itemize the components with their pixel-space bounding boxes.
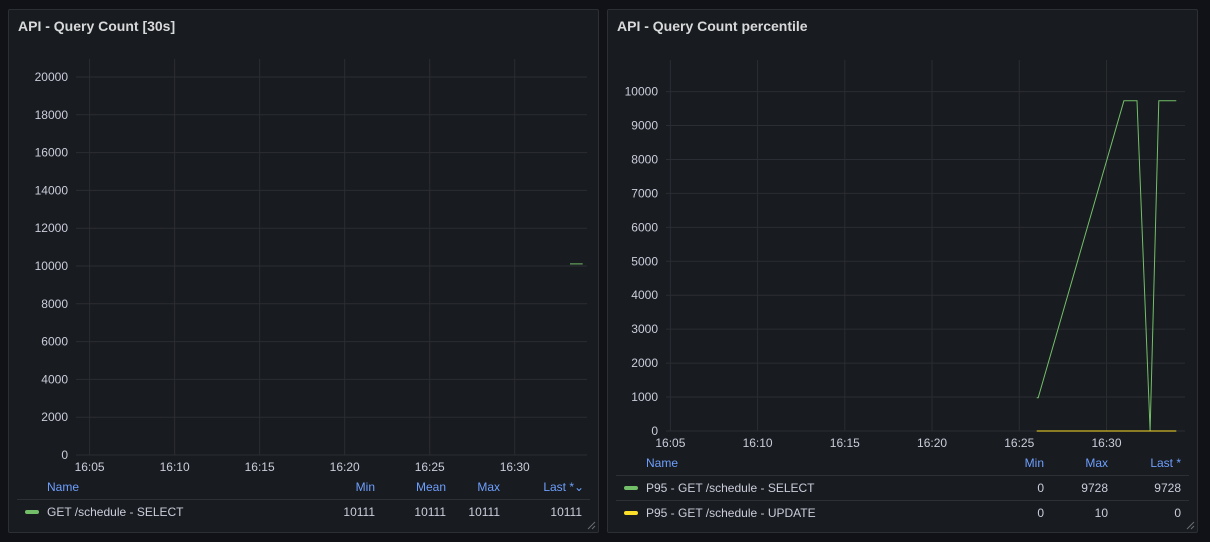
legend-header-mean[interactable]: Mean [415, 480, 446, 494]
query-percentile-chart[interactable]: 0 1000 2000 3000 4000 5000 6000 7000 8000 9000 100… [608, 10, 1199, 455]
y-tick-label: 4000 [41, 372, 68, 386]
query-count-panel[interactable]: API - Query Count [30s] 0 2000 4000 6000 800… [8, 9, 599, 533]
legend-max-value: 10111 [468, 505, 500, 519]
legend-min-value: 0 [1037, 506, 1044, 520]
x-tick-label: 16:05 [75, 460, 105, 474]
x-tick-label: 16:30 [500, 460, 530, 474]
series-color-swatch [25, 510, 39, 514]
x-tick-label: 16:20 [917, 436, 947, 450]
legend-max-value: 9728 [1081, 481, 1108, 495]
x-tick-label: 16:05 [655, 436, 685, 450]
y-tick-label: 9000 [631, 119, 658, 133]
legend-row[interactable]: GET /schedule - SELECT 10111 10111 10111… [17, 499, 590, 524]
y-tick-label: 12000 [35, 221, 69, 235]
y-tick-label: 18000 [35, 108, 69, 122]
resize-handle-icon[interactable] [1186, 521, 1195, 530]
legend-header-max[interactable]: Max [477, 480, 500, 494]
legend-min-value: 10111 [343, 505, 375, 519]
x-tick-label: 16:25 [415, 460, 445, 474]
x-tick-label: 16:10 [743, 436, 773, 450]
resize-handle-icon[interactable] [587, 521, 596, 530]
y-tick-label: 8000 [631, 152, 658, 166]
y-tick-label: 14000 [35, 183, 69, 197]
x-tick-label: 16:25 [1004, 436, 1034, 450]
series-color-swatch [624, 511, 638, 515]
legend-row[interactable]: P95 - GET /schedule - SELECT 0 9728 9728 [616, 475, 1189, 500]
legend-table: Name Min Max Last * P95 - GET /schedule … [616, 452, 1189, 525]
y-tick-label: 10000 [625, 85, 659, 99]
panel-title: API - Query Count percentile [617, 18, 808, 34]
query-count-chart[interactable]: 0 2000 4000 6000 8000 10000 12000 14000 16000 180… [9, 10, 600, 474]
legend-table: Name Min Mean Max Last * ⌄ GET /schedule… [17, 476, 590, 524]
legend-last-value: 0 [1174, 506, 1181, 520]
series-color-swatch [624, 486, 638, 490]
legend-header-min[interactable]: Min [1024, 456, 1044, 470]
query-percentile-panel[interactable]: API - Query Count percentile 0 1000 2000 30… [607, 9, 1198, 533]
legend-series-name[interactable]: GET /schedule - SELECT [47, 505, 184, 519]
y-tick-label: 0 [651, 424, 658, 438]
legend-header-name[interactable]: Name [47, 480, 80, 494]
y-tick-label: 3000 [631, 322, 658, 336]
legend-last-value: 10111 [550, 505, 582, 519]
x-tick-label: 16:20 [330, 460, 360, 474]
y-tick-label: 6000 [631, 220, 658, 234]
legend-min-value: 0 [1037, 481, 1044, 495]
legend-header: Name Min Max Last * [616, 452, 1189, 475]
legend-series-name[interactable]: P95 - GET /schedule - SELECT [646, 481, 815, 495]
y-tick-label: 16000 [35, 146, 69, 160]
y-tick-label: 0 [61, 448, 68, 462]
legend-header: Name Min Mean Max Last * ⌄ [17, 476, 590, 499]
legend-header-name[interactable]: Name [646, 456, 679, 470]
legend-header-min[interactable]: Min [355, 480, 375, 494]
legend-header-max[interactable]: Max [1085, 456, 1108, 470]
y-tick-label: 1000 [631, 390, 658, 404]
y-tick-label: 8000 [41, 297, 68, 311]
legend-max-value: 10 [1094, 506, 1108, 520]
y-tick-label: 6000 [41, 335, 68, 349]
y-tick-label: 20000 [35, 70, 69, 84]
legend-row[interactable]: P95 - GET /schedule - UPDATE 0 10 0 [616, 500, 1189, 525]
y-tick-label: 2000 [631, 356, 658, 370]
legend-header-last[interactable]: Last * [543, 480, 574, 494]
y-tick-label: 10000 [35, 259, 69, 273]
y-tick-label: 4000 [631, 288, 658, 302]
x-tick-label: 16:15 [830, 436, 860, 450]
legend-last-value: 9728 [1154, 481, 1181, 495]
panel-title: API - Query Count [30s] [18, 18, 176, 34]
y-tick-label: 2000 [41, 410, 68, 424]
y-tick-label: 5000 [631, 254, 658, 268]
legend-mean-value: 10111 [414, 505, 446, 519]
series-line [1036, 100, 1177, 432]
legend-header-last[interactable]: Last * [1150, 456, 1181, 470]
sort-desc-icon[interactable]: ⌄ [573, 480, 584, 494]
y-tick-label: 7000 [631, 186, 658, 200]
legend-series-name[interactable]: P95 - GET /schedule - UPDATE [646, 506, 816, 520]
x-tick-label: 16:30 [1091, 436, 1121, 450]
x-tick-label: 16:10 [160, 460, 190, 474]
x-tick-label: 16:15 [245, 460, 275, 474]
